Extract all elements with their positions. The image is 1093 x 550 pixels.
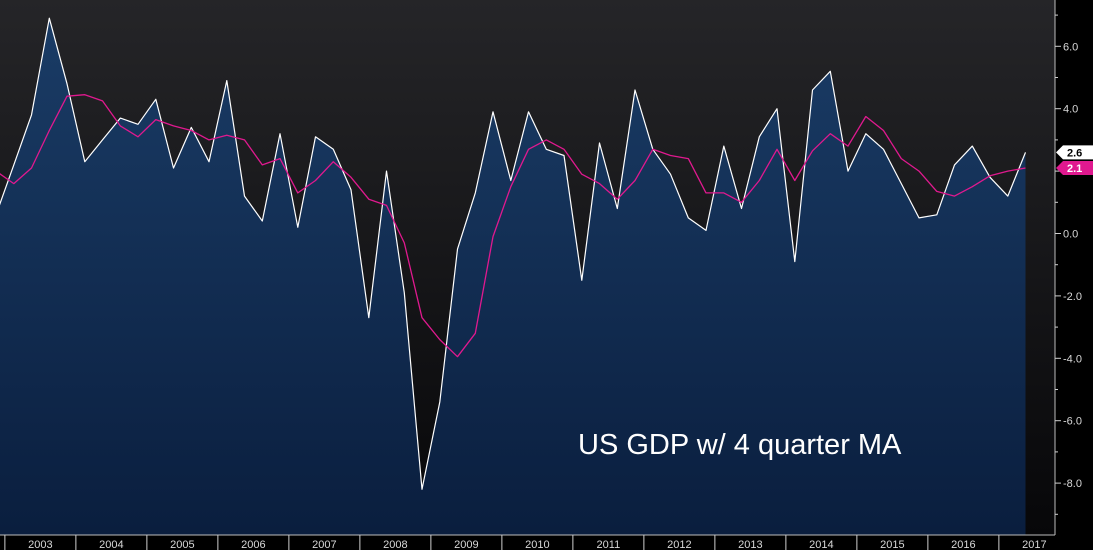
x-tick-label: 2006: [241, 539, 265, 550]
x-tick-label: 2014: [809, 539, 833, 550]
ma-badge-label: 2.1: [1067, 163, 1082, 175]
x-axis-panel: [0, 535, 1093, 550]
y-tick-label: -6.0: [1063, 416, 1082, 428]
x-tick-label: 2009: [454, 539, 478, 550]
y-axis-panel: [1055, 0, 1093, 535]
y-tick-label: 4.0: [1063, 104, 1078, 116]
x-tick-label: 2013: [738, 539, 762, 550]
area-layer: [0, 18, 1026, 535]
gdp-line: [0, 17, 1027, 490]
x-tick-label: 2005: [170, 539, 194, 550]
line-layer: [0, 17, 1027, 490]
gdp-badge-label: 2.6: [1067, 147, 1082, 159]
gdp-badge: [1056, 145, 1093, 160]
x-tick-label: 2015: [880, 539, 904, 550]
x-tick-label: 2017: [1022, 539, 1046, 550]
y-tick-label: -8.0: [1063, 478, 1082, 490]
x-tick-label: 2008: [383, 539, 407, 550]
chart-annotation: US GDP w/ 4 quarter MA: [578, 429, 902, 461]
x-tick-label: 2011: [597, 539, 621, 550]
x-tick-label: 2004: [99, 539, 123, 550]
x-tick-label: 2007: [312, 539, 336, 550]
x-tick-label: 2016: [951, 539, 975, 550]
y-tick-label: 0.0: [1063, 229, 1078, 241]
x-tick-label: 2012: [667, 539, 691, 550]
x-tick-label: 2010: [525, 539, 549, 550]
ma-badge: [1056, 160, 1093, 175]
y-tick-label: 6.0: [1063, 41, 1078, 53]
x-tick-label: 2003: [28, 539, 52, 550]
y-tick-label: -4.0: [1063, 353, 1082, 365]
gdp-area: [0, 18, 1026, 535]
ma-line: [0, 94, 1026, 358]
y-tick-label: -2.0: [1063, 291, 1082, 303]
value-badges: 2.62.1: [1056, 145, 1093, 175]
